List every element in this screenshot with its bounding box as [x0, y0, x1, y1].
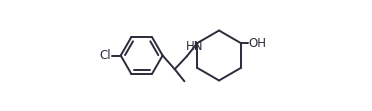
Text: Cl: Cl — [99, 49, 111, 62]
Text: HN: HN — [186, 40, 203, 53]
Text: OH: OH — [249, 37, 267, 50]
